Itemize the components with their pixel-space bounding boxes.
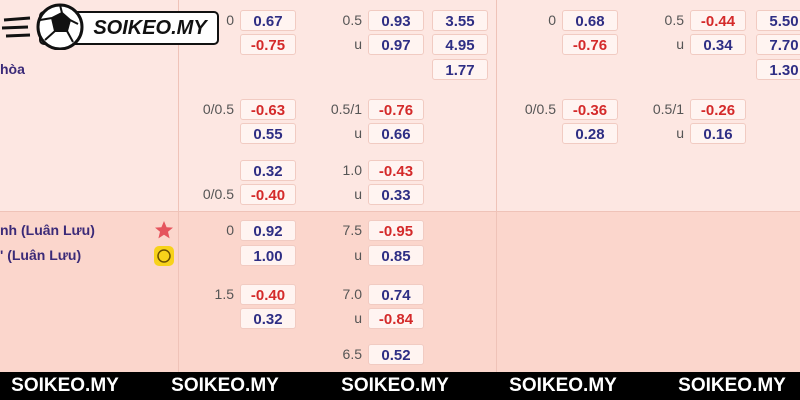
odds-value: -0.84: [368, 308, 424, 329]
odds-value: -0.26: [690, 99, 746, 120]
handicap-label: u: [354, 247, 362, 263]
handicap-label: u: [354, 125, 362, 141]
handicap-label: 0: [226, 12, 234, 28]
coin-bg: [154, 246, 174, 266]
handicap-label: 0/0.5: [202, 101, 234, 117]
logo-text: SOIKEO.MY: [93, 17, 208, 39]
odds-value: 4.95: [432, 34, 488, 55]
star-icon: [155, 221, 173, 239]
watermark-bar: [0, 372, 800, 400]
odds-value: 0.92: [240, 220, 296, 241]
star: [155, 221, 173, 239]
odds-value: 1.30: [756, 59, 800, 80]
odds-value: -0.63: [240, 99, 296, 120]
odds-value: -0.43: [368, 160, 424, 181]
handicap-label: 6.5: [342, 346, 362, 362]
team-name: hòa: [0, 61, 25, 77]
odds-value: 1.77: [432, 59, 488, 80]
odds-value: 0.74: [368, 284, 424, 305]
odds-value: 0.52: [368, 344, 424, 365]
logo: SOIKEO.MY: [1, 3, 219, 50]
handicap-label: 0.5/1: [330, 101, 362, 117]
handicap-label: 0/0.5: [202, 186, 234, 202]
odds-value: 0.67: [240, 10, 296, 31]
odds-value: 0.34: [690, 34, 746, 55]
odds-value: 0.33: [368, 184, 424, 205]
odds-value: -0.95: [368, 220, 424, 241]
odds-value: 5.50: [756, 10, 800, 31]
coin-icon: [154, 246, 174, 266]
odds-value: -0.75: [240, 34, 296, 55]
odds-value: 1.00: [240, 245, 296, 266]
odds-value: 0.66: [368, 123, 424, 144]
odds-value: -0.76: [368, 99, 424, 120]
odds-value: 0.68: [562, 10, 618, 31]
odds-value: 0.28: [562, 123, 618, 144]
handicap-label: u: [354, 186, 362, 202]
watermark: SOIKEO.MY: [509, 375, 617, 396]
odds-value: 0.97: [368, 34, 424, 55]
watermark: SOIKEO.MY: [678, 375, 786, 396]
odds-value: -0.36: [562, 99, 618, 120]
divider: [496, 0, 497, 372]
handicap-label: 0.5: [342, 12, 362, 28]
handicap-label: 1.5: [214, 286, 234, 302]
handicap-label: u: [354, 36, 362, 52]
handicap-label: 0.5/1: [652, 101, 684, 117]
odds-value: 0.85: [368, 245, 424, 266]
odds-value: 7.70: [756, 34, 800, 55]
team-name: nh (Luân Lưu): [0, 222, 95, 238]
odds-value: 0.93: [368, 10, 424, 31]
logo-speed: [1, 16, 31, 38]
odds-value: -0.40: [240, 284, 296, 305]
handicap-label: 7.0: [342, 286, 362, 302]
handicap-label: 1.0: [342, 162, 362, 178]
watermark: SOIKEO.MY: [171, 375, 279, 396]
handicap-label: 0/0.5: [524, 101, 556, 117]
handicap-label: 0: [548, 12, 556, 28]
handicap-label: u: [676, 125, 684, 141]
odds-value: 0.32: [240, 160, 296, 181]
odds-value: 0.16: [690, 123, 746, 144]
odds-value: -0.76: [562, 34, 618, 55]
coin: [157, 249, 171, 263]
watermark: SOIKEO.MY: [341, 375, 449, 396]
odds-value: 0.55: [240, 123, 296, 144]
handicap-label: 7.5: [342, 222, 362, 238]
odds-value: -0.44: [690, 10, 746, 31]
divider: [0, 211, 800, 212]
watermark: SOIKEO.MY: [11, 375, 119, 396]
handicap-label: 0: [226, 222, 234, 238]
team-name: ' (Luân Lưu): [0, 247, 82, 263]
handicap-label: u: [354, 310, 362, 326]
odds-value: 3.55: [432, 10, 488, 31]
handicap-label: 0.5: [664, 12, 684, 28]
odds-value: -0.40: [240, 184, 296, 205]
odds-value: 0.32: [240, 308, 296, 329]
handicap-label: u: [676, 36, 684, 52]
divider: [178, 0, 179, 372]
logo-ball-pattern: [39, 4, 79, 43]
